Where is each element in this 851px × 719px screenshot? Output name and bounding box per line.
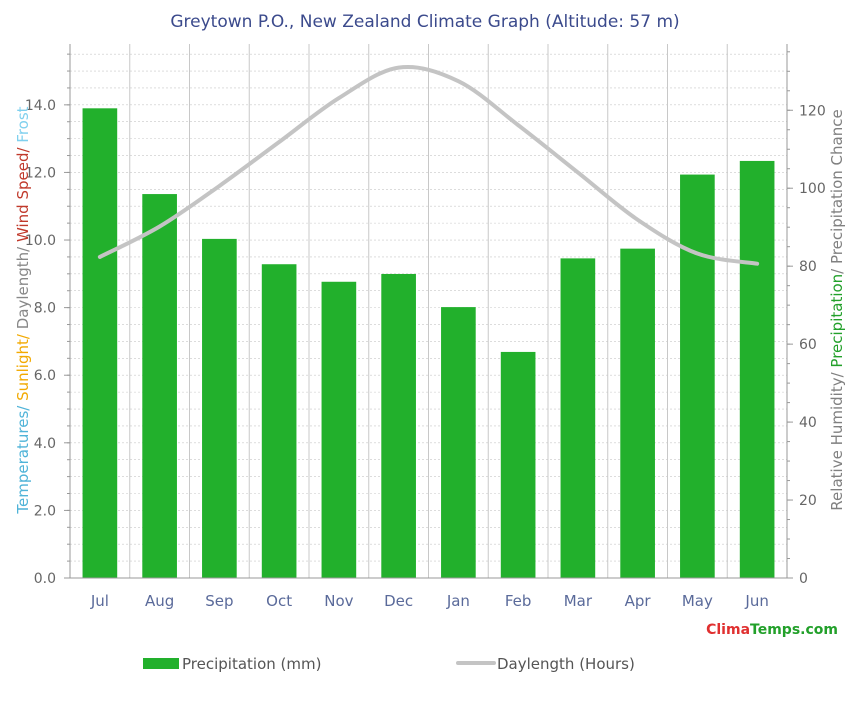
left-tick-label: 10.0 bbox=[25, 233, 56, 249]
month-label: Nov bbox=[324, 592, 353, 610]
axis-title-part: Precipitation Chance bbox=[828, 109, 846, 264]
axis-title-part: Relative Humidity bbox=[828, 377, 846, 510]
month-label: Aug bbox=[145, 592, 174, 610]
precipitation-bar bbox=[82, 108, 118, 578]
month-label: Sep bbox=[205, 592, 233, 610]
grid-lines bbox=[69, 44, 788, 578]
precipitation-bar bbox=[620, 248, 655, 578]
precipitation-bar bbox=[261, 264, 297, 578]
legend-precipitation-label: Precipitation (mm) bbox=[182, 655, 321, 673]
right-tick-label: 20 bbox=[799, 493, 817, 509]
month-label: Oct bbox=[266, 592, 292, 610]
left-tick-label: 0.0 bbox=[34, 571, 56, 587]
month-label: Jun bbox=[744, 592, 768, 610]
month-label: Dec bbox=[384, 592, 413, 610]
precipitation-bar bbox=[381, 273, 416, 578]
axis-title-part: / bbox=[828, 264, 846, 274]
precipitation-bar bbox=[202, 238, 237, 579]
right-tick-label: 40 bbox=[799, 415, 817, 431]
month-labels: Jul Aug Sep Oct Nov Dec Jan Feb Mar Apr May Jun bbox=[90, 592, 769, 610]
axis-title-part: Precipitation bbox=[828, 274, 846, 368]
right-tick-label: 0 bbox=[799, 571, 808, 587]
left-axis-title: Temperatures/ Sunlight/ Daylength/ Wind … bbox=[14, 106, 32, 514]
month-label: Mar bbox=[564, 592, 593, 610]
daylength-line-group bbox=[97, 65, 760, 266]
precipitation-bar bbox=[441, 307, 476, 578]
axis-title-part: Daylength bbox=[14, 252, 32, 329]
precipitation-bar bbox=[321, 281, 357, 578]
month-label: Feb bbox=[505, 592, 532, 610]
climatemps-logo: ClimaTemps.com bbox=[706, 622, 838, 638]
precipitation-bar bbox=[142, 194, 177, 579]
left-tick-label: 6.0 bbox=[34, 368, 56, 384]
axis-title-part: Temperatures bbox=[14, 411, 32, 515]
left-tick-label: 4.0 bbox=[34, 436, 56, 452]
daylength-line bbox=[97, 65, 760, 266]
right-axis-title: Relative Humidity/ Precipitation/ Precip… bbox=[828, 109, 846, 510]
right-tick-label: 80 bbox=[799, 259, 817, 275]
left-tick-label: 14.0 bbox=[25, 98, 56, 114]
axis-title-part: Frost bbox=[14, 106, 32, 142]
precipitation-bars bbox=[82, 108, 775, 579]
axis-title-part: / bbox=[14, 143, 32, 153]
legend-precipitation-swatch bbox=[143, 658, 179, 669]
axes bbox=[69, 44, 788, 579]
axis-title-part: Wind Speed bbox=[14, 153, 32, 243]
axis-title-part: / bbox=[14, 329, 32, 339]
axis-title-part: Sunlight bbox=[14, 339, 32, 401]
left-tick-label: 2.0 bbox=[34, 503, 56, 519]
left-axis-ticks: 0.0 2.0 4.0 6.0 8.0 10.0 12.0 14.0 bbox=[25, 53, 70, 587]
month-label: Jul bbox=[90, 592, 109, 610]
right-tick-label: 120 bbox=[799, 103, 826, 119]
left-tick-label: 12.0 bbox=[25, 165, 56, 181]
legend-daylength-label: Daylength (Hours) bbox=[497, 655, 635, 673]
precipitation-bar bbox=[560, 258, 596, 578]
right-tick-label: 100 bbox=[799, 181, 826, 197]
chart-title: Greytown P.O., New Zealand Climate Graph… bbox=[170, 12, 679, 32]
right-tick-label: 60 bbox=[799, 337, 817, 353]
left-tick-label: 8.0 bbox=[34, 301, 56, 317]
month-label: May bbox=[682, 592, 713, 610]
axis-title-part: / bbox=[14, 242, 32, 252]
legend: Precipitation (mm) Daylength (Hours) bbox=[143, 655, 635, 673]
axis-title-part: / bbox=[14, 401, 32, 411]
month-label: Apr bbox=[625, 592, 652, 610]
precipitation-bar bbox=[739, 160, 775, 578]
axis-title-part: / bbox=[828, 368, 846, 378]
month-label: Jan bbox=[446, 592, 470, 610]
precipitation-bar bbox=[680, 174, 715, 578]
precipitation-bar bbox=[500, 351, 536, 578]
right-axis-ticks: 0 20 40 60 80 100 120 bbox=[787, 51, 826, 587]
